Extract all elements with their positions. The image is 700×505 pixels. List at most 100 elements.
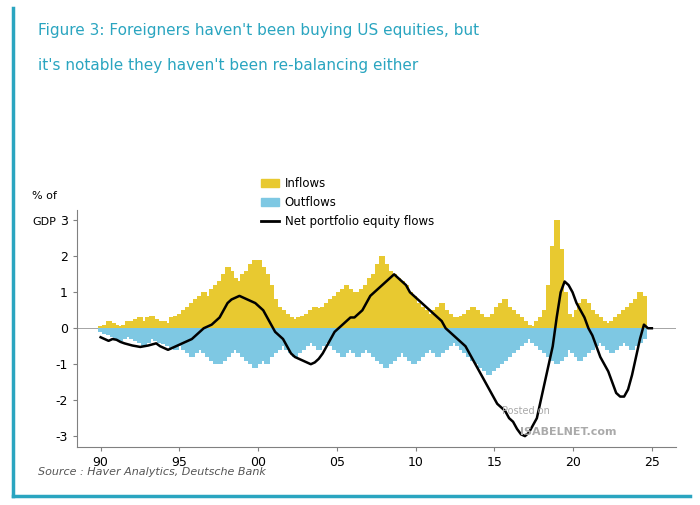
Bar [609,328,615,353]
Bar [403,328,409,357]
Bar [121,325,127,328]
Bar [157,321,163,328]
Text: ISABELNET.com: ISABELNET.com [520,427,617,437]
Bar [613,318,620,328]
Bar [566,328,572,350]
Bar [458,316,465,328]
Bar [169,328,175,348]
Bar [351,292,358,328]
Text: it's notable they haven't been re-balancing either: it's notable they haven't been re-balanc… [38,58,419,73]
Bar [371,328,377,357]
Bar [578,328,584,361]
Bar [368,328,373,353]
Bar [542,328,548,353]
Bar [237,328,242,353]
Bar [102,328,108,334]
Bar [550,245,556,328]
Bar [526,325,532,328]
Bar [478,314,484,328]
Bar [181,328,187,350]
Bar [204,328,211,357]
Text: Figure 3: Foreigners haven't been buying US equities, but: Figure 3: Foreigners haven't been buying… [38,23,480,38]
Bar [403,285,409,328]
Bar [633,299,639,328]
Bar [130,321,135,328]
Bar [399,328,405,353]
Bar [268,328,274,357]
Bar [514,314,520,328]
Bar [518,328,524,346]
Bar [387,328,393,364]
Bar [304,314,310,328]
Bar [304,328,310,346]
Bar [228,328,235,353]
Bar [340,289,346,328]
Bar [442,328,449,350]
Bar [558,328,564,361]
Bar [379,328,385,364]
Bar [534,321,540,328]
Bar [201,292,206,328]
Bar [340,328,346,357]
Bar [173,328,179,350]
Bar [482,318,489,328]
Bar [177,328,183,346]
Bar [149,316,155,328]
Bar [165,323,171,328]
Bar [106,321,111,328]
Bar [97,328,104,332]
Bar [399,281,405,328]
Bar [347,289,354,328]
Bar [109,328,116,337]
Bar [356,292,361,328]
Bar [240,328,246,357]
Bar [125,321,132,328]
Bar [106,328,111,335]
Bar [466,328,473,357]
Bar [220,328,227,361]
Bar [415,303,421,328]
Bar [606,323,611,328]
Bar [383,264,389,328]
Bar [633,328,639,346]
Bar [272,299,278,328]
Bar [375,328,382,361]
Bar [606,328,611,350]
Bar [439,303,444,328]
Bar [177,314,183,328]
Bar [546,285,552,328]
Bar [363,328,370,350]
Bar [570,318,575,328]
Bar [300,328,306,350]
Bar [371,274,377,328]
Bar [296,328,302,353]
Bar [383,328,389,368]
Bar [284,314,290,328]
Bar [312,328,318,346]
Bar [510,328,516,353]
Bar [220,274,227,328]
Bar [216,281,223,328]
Bar [204,296,211,328]
Bar [613,328,620,350]
Bar [113,328,120,339]
Bar [458,328,465,350]
Bar [332,328,337,350]
Bar [447,328,453,346]
Bar [573,328,580,357]
Bar [486,318,492,328]
Bar [621,310,627,328]
Bar [601,321,608,328]
Bar [490,314,496,328]
Bar [502,328,508,361]
Bar [280,310,286,328]
Bar [121,328,127,339]
Bar [161,328,167,344]
Bar [578,303,584,328]
Bar [248,264,254,328]
Bar [133,328,139,341]
Bar [582,328,587,357]
Bar [137,328,144,342]
Bar [118,328,123,341]
Bar [621,328,627,342]
